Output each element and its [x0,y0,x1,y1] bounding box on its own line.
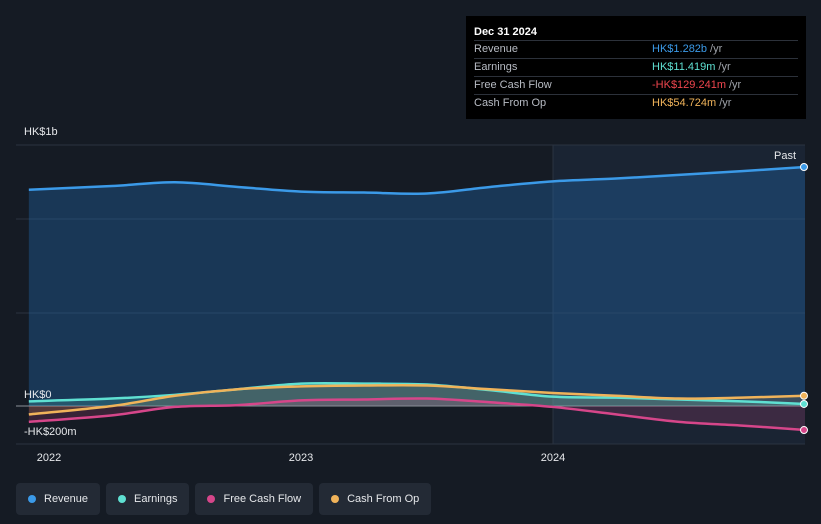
x-tick-label: 2022 [37,452,61,464]
series-line-revenue [28,165,806,196]
x-tick-layer: 2022 2023 2024 [37,452,565,464]
tooltip-value: HK$11.419m [652,61,716,73]
legend-dot-icon [331,495,340,503]
x-tick-label: 2024 [541,452,565,464]
past-label: Past [774,150,797,162]
tooltip-unit: /yr [718,61,731,73]
series-endpoint-cash-from-op [800,391,808,400]
legend-item-cash-from-op[interactable]: Cash From Op [319,483,432,515]
tooltip-date: Dec 31 2024 [474,26,537,38]
y-axis-bottom-label: -HK$200m [24,426,77,438]
tooltip-label: Earnings [474,61,518,73]
legend-dot-icon [118,495,127,503]
y-axis-zero-label: HK$0 [24,389,52,401]
series-layer [28,162,808,435]
tooltip-unit: /yr [710,43,723,55]
series-line-cash-from-op [28,383,806,416]
series-endpoint-earnings [800,399,808,408]
x-tick-label: 2023 [289,452,313,464]
tooltip-label: Cash From Op [474,97,547,109]
series-endpoint-revenue [800,162,808,171]
tooltip-row-free-cash-flow: Free Cash Flow -HK$129.241m /yr [474,76,798,94]
legend-label: Cash From Op [347,493,420,505]
legend-item-earnings[interactable]: Earnings [106,483,190,515]
series-area-cash-from-op [28,385,805,415]
tooltip-label: Revenue [474,43,519,55]
series-endpoint-free-cash-flow [800,426,808,435]
series-area-revenue [28,166,805,406]
legend-item-revenue[interactable]: Revenue [16,483,101,515]
tooltip-value: HK$54.724m [652,97,717,109]
tooltip-unit: /yr [729,79,742,91]
series-area-free-cash-flow [28,398,805,431]
tooltip-value: -HK$129.241m [652,79,726,91]
tooltip-row-earnings: Earnings HK$11.419m /yr [474,58,798,76]
legend-item-free-cash-flow[interactable]: Free Cash Flow [195,483,314,515]
legend-dot-icon [207,495,216,503]
tooltip: Dec 31 2024 Revenue HK$1.282b /yr Earnin… [466,16,806,119]
series-area-earnings [28,383,805,406]
legend-label: Free Cash Flow [223,493,302,505]
tooltip-row-cash-from-op: Cash From Op HK$54.724m /yr [474,94,798,112]
series-line-free-cash-flow [28,397,806,432]
tooltip-label: Free Cash Flow [474,79,552,91]
legend: Revenue Earnings Free Cash Flow Cash Fro… [16,483,432,515]
legend-dot-icon [28,495,36,503]
tooltip-row-revenue: Revenue HK$1.282b /yr [474,40,798,58]
y-axis-top-label: HK$1b [24,126,58,138]
tooltip-unit: /yr [719,97,732,109]
legend-label: Earnings [134,493,178,505]
tooltip-value: HK$1.282b [652,43,708,55]
legend-label: Revenue [44,493,89,505]
